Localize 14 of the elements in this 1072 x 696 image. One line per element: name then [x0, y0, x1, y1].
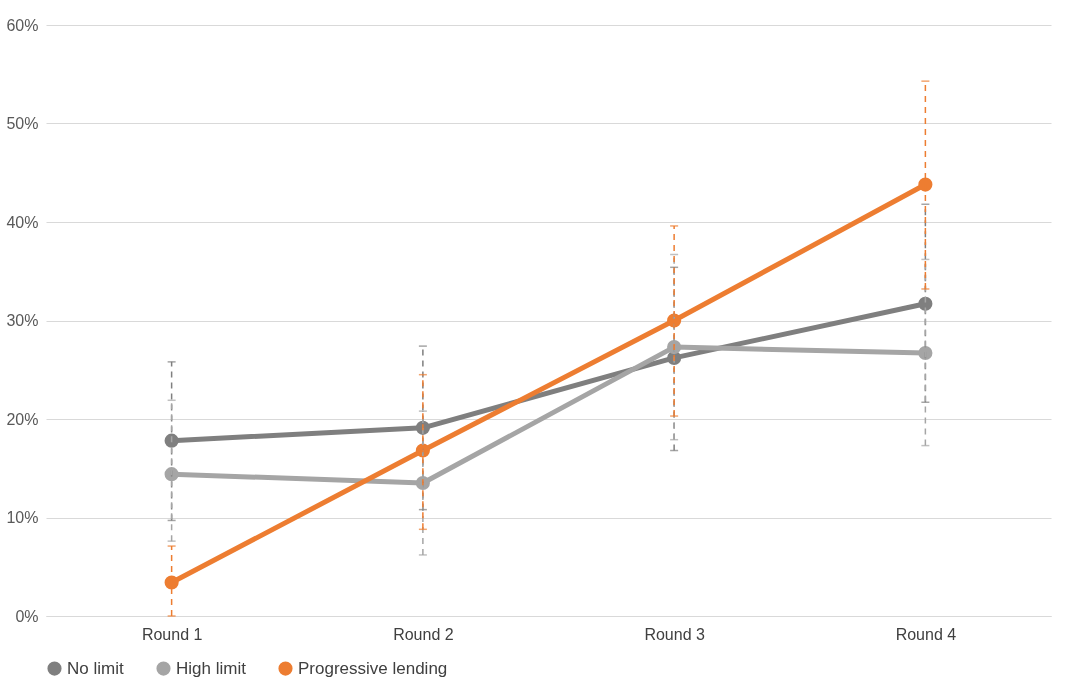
y-tick-label: 0%	[15, 607, 39, 625]
y-tick-label: 50%	[6, 115, 39, 132]
y-tick-label: 40%	[6, 213, 39, 231]
legend-label: Progressive lending	[298, 658, 448, 678]
x-tick-label: Round 4	[895, 625, 957, 643]
legend-label: No limit	[67, 658, 124, 678]
y-tick-label: 30%	[6, 312, 39, 329]
legend-label: High limit	[176, 658, 247, 678]
y-tick-label: 10%	[6, 509, 39, 526]
x-tick-label: Round 2	[393, 625, 454, 643]
x-tick-label: Round 3	[644, 625, 705, 643]
y-tick-label: 20%	[6, 410, 39, 428]
y-tick-label: 60%	[6, 16, 39, 34]
x-tick-label: Round 1	[141, 625, 203, 643]
